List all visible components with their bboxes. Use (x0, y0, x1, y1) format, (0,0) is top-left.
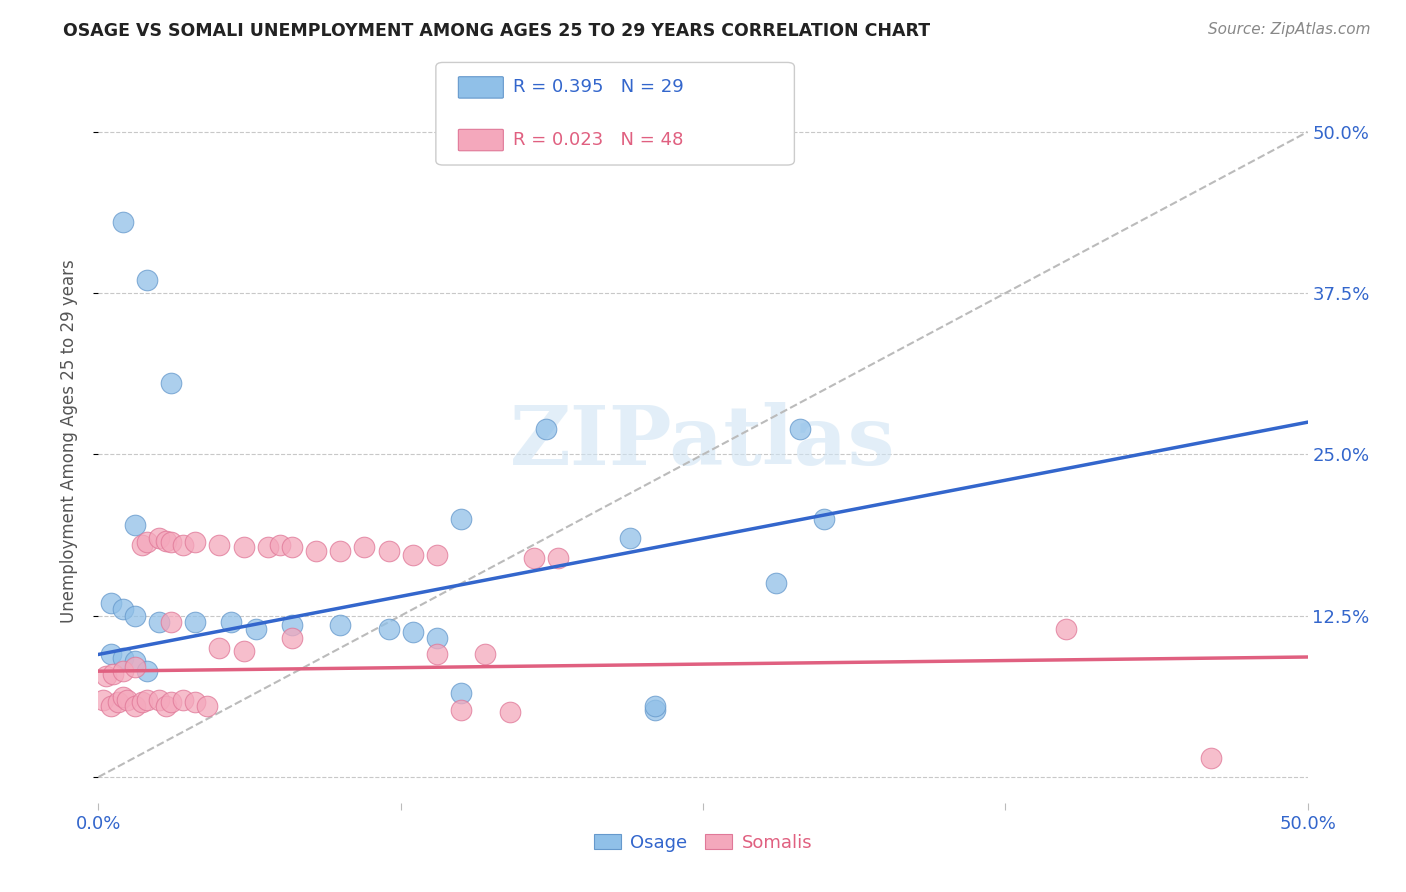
Point (281, 631, 304, 645)
Point (474, 648, 496, 662)
Point (160, 615, 183, 630)
Point (148, 531, 170, 545)
Point (135, 273, 157, 287)
Point (184, 695, 207, 709)
Point (135, 692, 157, 706)
Point (208, 640, 231, 655)
Point (232, 541, 254, 555)
Point (155, 699, 177, 714)
Point (135, 535, 157, 549)
Point (184, 615, 207, 630)
Point (195, 699, 218, 714)
Point (281, 617, 304, 632)
Point (124, 699, 146, 714)
Point (813, 512, 835, 526)
Point (124, 654, 146, 668)
Point (111, 602, 134, 616)
Text: R = 0.023   N = 48: R = 0.023 N = 48 (513, 131, 683, 149)
Point (111, 690, 134, 704)
Point (124, 608, 146, 623)
Text: R = 0.395   N = 29: R = 0.395 N = 29 (513, 78, 683, 96)
Point (426, 648, 449, 662)
Point (644, 703, 666, 717)
Point (148, 692, 170, 706)
Point (644, 699, 666, 714)
Point (91, 692, 114, 706)
Text: OSAGE VS SOMALI UNEMPLOYMENT AMONG AGES 25 TO 29 YEARS CORRELATION CHART: OSAGE VS SOMALI UNEMPLOYMENT AMONG AGES … (63, 22, 931, 40)
Text: Source: ZipAtlas.com: Source: ZipAtlas.com (1208, 22, 1371, 37)
Point (450, 512, 472, 526)
Point (498, 706, 520, 720)
Point (221, 615, 243, 630)
Point (111, 215, 134, 229)
Point (172, 692, 194, 706)
Point (160, 695, 183, 709)
Legend: Osage, Somalis: Osage, Somalis (586, 826, 820, 859)
Point (402, 548, 425, 562)
Point (426, 631, 449, 645)
Point (94, 669, 117, 683)
Point (160, 535, 183, 549)
Point (131, 695, 153, 709)
Point (426, 548, 449, 562)
Point (534, 422, 557, 436)
Point (160, 376, 183, 391)
Y-axis label: Unemployment Among Ages 25 to 29 years: Unemployment Among Ages 25 to 29 years (59, 260, 77, 624)
Point (101, 666, 124, 681)
Point (232, 643, 254, 657)
Point (765, 576, 787, 591)
Point (1054, 622, 1077, 636)
Point (402, 625, 425, 640)
Point (547, 550, 569, 565)
Point (377, 544, 399, 558)
Point (329, 544, 352, 558)
Point (269, 538, 291, 552)
Point (155, 533, 177, 548)
Point (245, 622, 267, 636)
Point (172, 538, 194, 552)
Point (100, 648, 122, 662)
Point (353, 541, 375, 555)
Point (1199, 750, 1222, 764)
Point (377, 622, 399, 636)
Point (131, 538, 153, 552)
Point (305, 544, 328, 558)
Point (111, 664, 134, 678)
Point (450, 703, 472, 717)
Point (329, 617, 352, 632)
Point (117, 692, 139, 706)
Point (281, 541, 304, 555)
Point (111, 651, 134, 665)
Point (100, 699, 122, 714)
Point (619, 531, 641, 545)
Point (208, 538, 231, 552)
Point (100, 596, 122, 610)
Point (124, 660, 146, 674)
Point (523, 550, 546, 565)
Point (107, 695, 129, 709)
Point (124, 518, 146, 533)
Point (148, 615, 170, 630)
Point (789, 422, 811, 436)
Point (135, 664, 157, 678)
Point (184, 535, 207, 549)
Text: ZIPatlas: ZIPatlas (510, 401, 896, 482)
Point (256, 541, 278, 555)
Point (450, 686, 472, 700)
